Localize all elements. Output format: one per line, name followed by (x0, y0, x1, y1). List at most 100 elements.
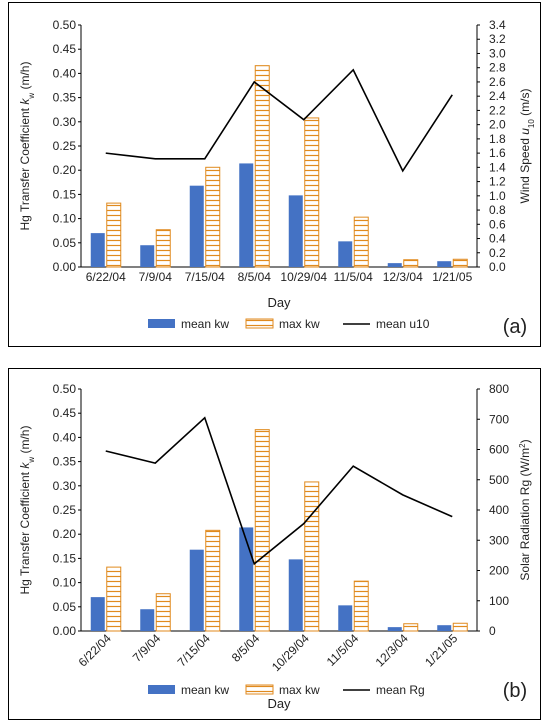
legend-label-mean-kw: mean kw (181, 317, 229, 331)
panel-label: (b) (503, 680, 527, 702)
x-tick-label: 12/3/04 (373, 631, 411, 669)
legend-swatch-max-kw (245, 318, 274, 329)
bar-max-kw (452, 622, 468, 632)
y2-tick-label: 2.4 (489, 89, 506, 103)
legend-swatch-max-kw (245, 684, 274, 695)
y2-axis-title: Wind Speed u10 (m/s) (518, 89, 536, 204)
bar-mean-kw (90, 233, 105, 267)
y2-tick-label: 2.6 (489, 75, 506, 89)
bar-mean-kw (387, 627, 402, 631)
y2-tick-label: 300 (489, 533, 509, 547)
bar-max-kw (106, 566, 122, 632)
bar-mean-kw (338, 241, 353, 267)
x-tick-label: 8/5/04 (238, 270, 272, 284)
bar-mean-kw (288, 195, 303, 267)
y2-tick-label: 0.2 (489, 246, 506, 260)
y2-tick-label: 700 (489, 412, 509, 426)
chart-panel-a: 0.00 0.05 0.10 0.15 0.20 0.25 0.30 0.35 0.40 0.45… (8, 2, 541, 347)
line-mean-rg (105, 416, 453, 566)
bar-max-kw (155, 229, 171, 268)
y2-tick-label: 3.2 (489, 32, 506, 46)
y-axis-title: Hg Transfer Coefficient kw (m/h) (18, 426, 36, 595)
bar-mean-kw (437, 261, 452, 267)
y-tick-label: 0.00 (53, 624, 77, 638)
bar-max-kw (403, 259, 419, 268)
x-tick-label: 6/22/04 (86, 270, 126, 284)
y2-tick-label: 2.0 (489, 118, 506, 132)
bar-mean-kw (189, 549, 204, 631)
x-tick-label: 1/21/05 (422, 631, 460, 669)
bar-mean-kw (437, 625, 452, 631)
y-tick-label: 0.25 (53, 503, 77, 517)
y-tick-label: 0.20 (53, 163, 77, 177)
legend-swatch-mean-kw (148, 319, 175, 328)
y-tick-label: 0.40 (53, 430, 77, 444)
y-tick-label: 0.00 (53, 260, 77, 274)
y2-axis-title: Solar Radiation Rg (W/m2) (518, 439, 533, 580)
y-tick-label: 0.15 (53, 187, 77, 201)
y2-tick-label: 0.0 (489, 260, 506, 274)
x-tick-label: 7/9/04 (139, 270, 173, 284)
x-tick-label: 10/29/04 (269, 631, 312, 674)
bar-mean-kw (239, 163, 254, 267)
y-tick-label: 0.30 (53, 479, 77, 493)
bar-max-kw (254, 65, 270, 268)
y-tick-label: 0.10 (53, 576, 77, 590)
legend: mean kw max kw mean Rg (148, 683, 425, 697)
bar-mean-kw (239, 527, 254, 631)
bar-max-kw (155, 593, 171, 632)
y2-tick-label: 500 (489, 473, 509, 487)
x-tick-label: 7/15/04 (185, 270, 225, 284)
y-tick-label: 0.50 (53, 18, 77, 32)
y-tick-label: 0.50 (53, 382, 77, 396)
x-tick-label: 11/5/04 (334, 270, 373, 284)
bar-mean-kw (140, 245, 155, 267)
y2-tick-label: 400 (489, 503, 509, 517)
y2-tick-label: 3.0 (489, 46, 506, 60)
y-tick-label: 0.05 (53, 600, 77, 614)
y2-tick-label: 600 (489, 443, 509, 457)
y2-tick-label: 2.2 (489, 103, 506, 117)
legend: mean kw max kw mean u10 (148, 317, 430, 331)
x-axis-title: Day (267, 696, 291, 711)
x-tick-label: 7/9/04 (130, 631, 164, 665)
y2-tick-label: 2.8 (489, 61, 506, 75)
legend-label-max-kw: max kw (279, 683, 320, 697)
bar-max-kw (205, 529, 221, 632)
y-tick-label: 0.40 (53, 66, 77, 80)
legend-label-line: mean u10 (376, 317, 430, 331)
y-tick-label: 0.20 (53, 527, 77, 541)
y2-tick-label: 200 (489, 564, 509, 578)
y-tick-label: 0.45 (53, 42, 77, 56)
x-tick-label: 8/5/04 (229, 631, 263, 665)
bar-max-kw (304, 117, 320, 268)
y2-tick-label: 3.4 (489, 18, 506, 32)
bar-max-kw (254, 429, 270, 632)
bar-max-kw (353, 580, 369, 632)
legend-label-max-kw: max kw (279, 317, 320, 331)
bar-max-kw (403, 623, 419, 632)
bar-max-kw (106, 202, 122, 268)
x-tick-label: 10/29/04 (280, 270, 327, 284)
panel-label: (a) (503, 316, 527, 338)
legend-swatch-mean-kw (148, 685, 175, 694)
y2-tick-label: 1.4 (489, 160, 506, 174)
x-tick-label: 6/22/04 (76, 631, 114, 669)
bar-max-kw (205, 166, 221, 268)
x-tick-label: 11/5/04 (324, 631, 362, 669)
y2-tick-label: 0.6 (489, 217, 506, 231)
bar-mean-kw (189, 185, 204, 267)
y-tick-label: 0.45 (53, 406, 77, 420)
chart-panel-b: 0.00 0.05 0.10 0.15 0.20 0.25 0.30 0.35 0.40 0.45… (8, 368, 541, 720)
bar-mean-kw (387, 263, 402, 267)
y-tick-label: 0.30 (53, 115, 77, 129)
x-tick-label: 7/15/04 (175, 631, 213, 669)
x-axis-title: Day (267, 295, 291, 310)
legend-label-line: mean Rg (376, 683, 425, 697)
y2-tick-label: 1.6 (489, 146, 506, 160)
y2-tick-label: 1.0 (489, 189, 506, 203)
y-tick-label: 0.15 (53, 551, 77, 565)
y2-tick-label: 1.8 (489, 132, 506, 146)
x-tick-label: 12/3/04 (383, 270, 423, 284)
line-mean-u10 (105, 68, 453, 173)
